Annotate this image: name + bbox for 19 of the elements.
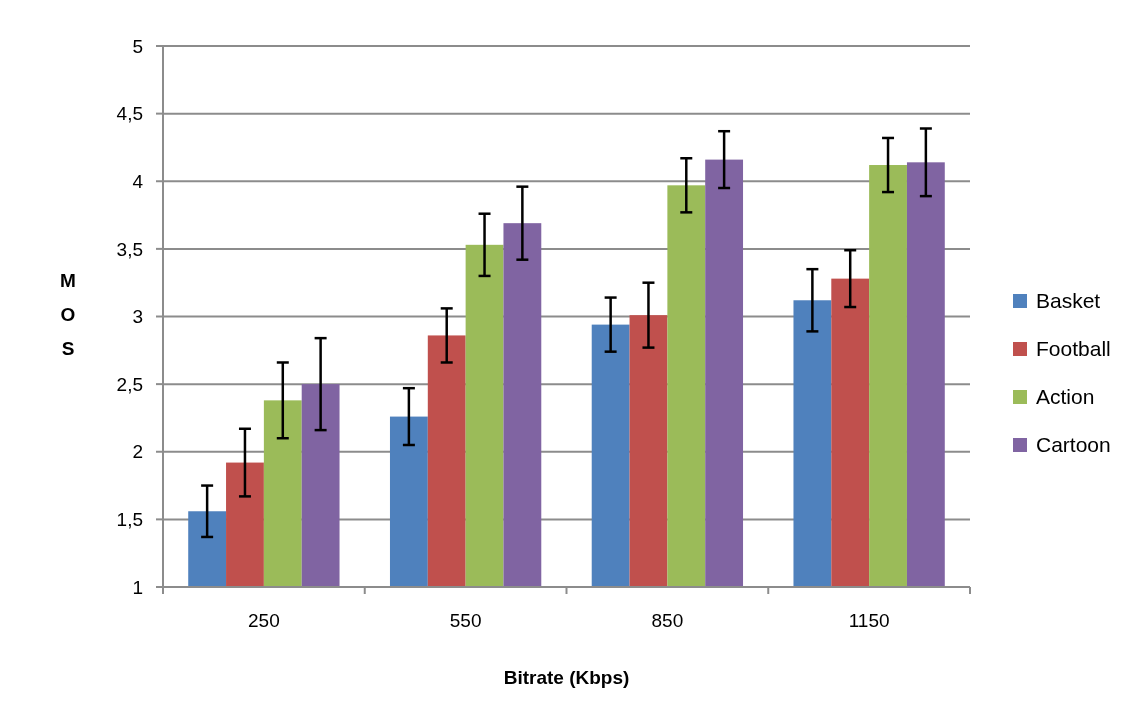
y-axis-title: MOS: [60, 269, 76, 359]
legend-label: Basket: [1036, 289, 1101, 313]
x-tick-label: 1150: [848, 610, 890, 631]
y-tick-label: 3: [132, 306, 143, 328]
x-tick-label: 250: [248, 610, 280, 631]
y-tick-label: 4: [132, 170, 144, 192]
legend-label: Action: [1036, 385, 1095, 409]
x-tick-label: 850: [651, 610, 684, 631]
y-tick-label: 1,5: [116, 509, 143, 531]
legend-label: Football: [1036, 337, 1111, 361]
legend-label: Cartoon: [1036, 433, 1111, 457]
y-tick-label: 2,5: [116, 373, 143, 395]
y-tick-label: 4,5: [116, 103, 143, 125]
y-tick-label: 2: [132, 441, 143, 463]
y-tick-label: 3,5: [116, 238, 143, 260]
x-tick-label: 550: [449, 610, 482, 631]
y-tick-label: 1: [132, 576, 143, 598]
x-axis-title: Bitrate (Kbps): [503, 667, 630, 688]
y-tick-label: 5: [132, 35, 143, 57]
